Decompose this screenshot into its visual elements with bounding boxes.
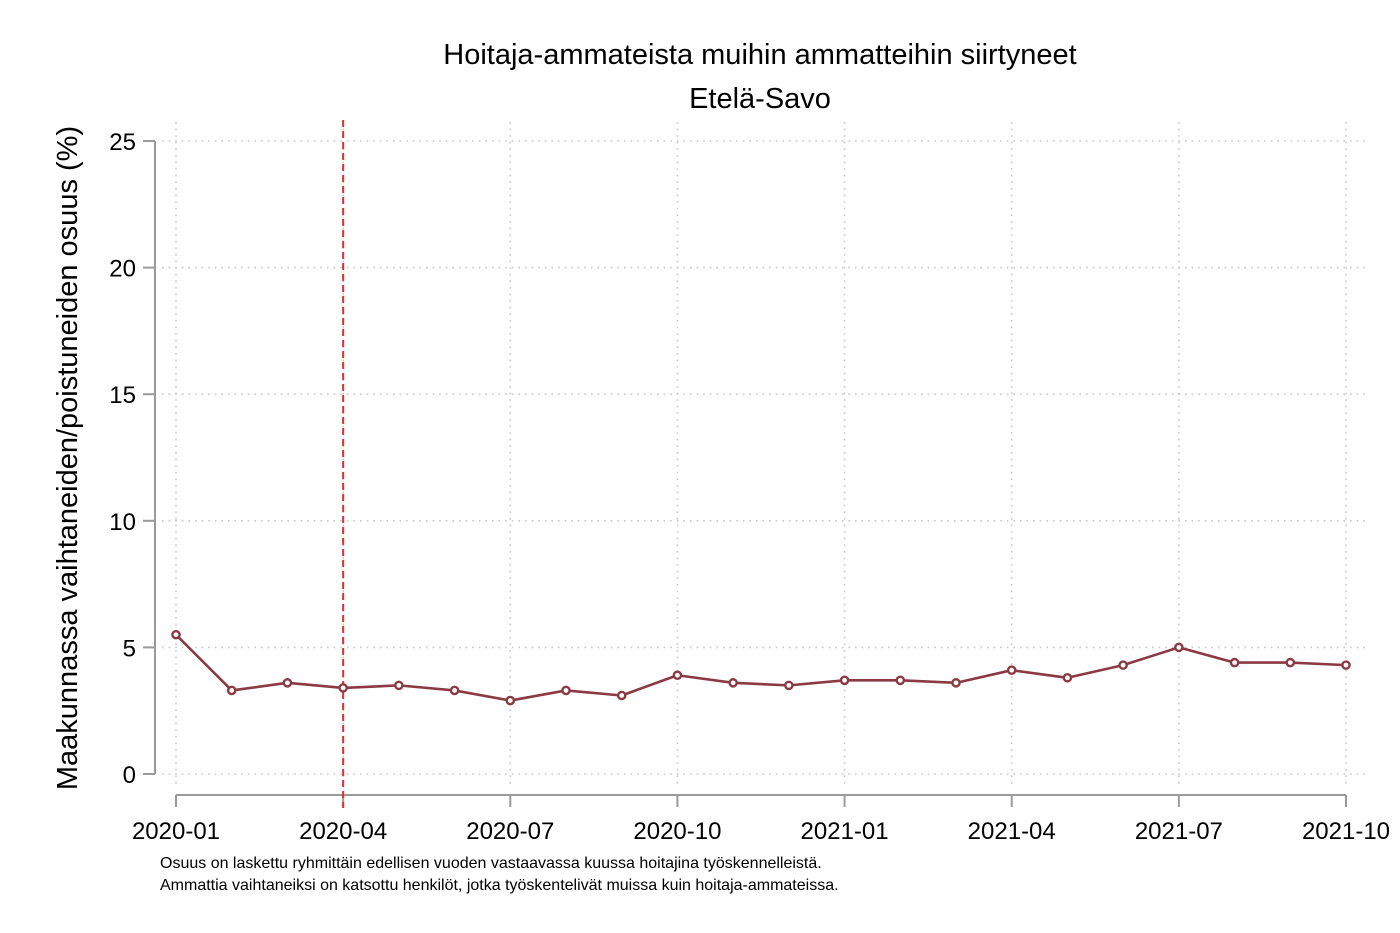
data-point [449, 685, 460, 696]
data-point [561, 685, 571, 696]
data-point [1229, 657, 1240, 668]
data-point [1118, 660, 1128, 670]
y-tick-label: 10 [109, 509, 136, 536]
y-tick-label: 20 [109, 256, 136, 283]
data-point [394, 680, 404, 691]
data-point [895, 675, 906, 686]
data-point [616, 690, 627, 701]
footnote-2: Ammattia vaihtaneiksi on katsottu henkil… [160, 877, 839, 894]
data-point [1285, 657, 1296, 668]
y-tick-label: 0 [123, 762, 136, 789]
series-line [175, 633, 1347, 702]
y-tick-label: 5 [123, 635, 136, 662]
data-point [282, 678, 293, 688]
data-point [839, 675, 850, 686]
footnote-1: Osuus on laskettu ryhmittäin edellisen v… [160, 855, 822, 872]
data-point [338, 683, 348, 693]
data-point [226, 685, 237, 696]
y-tick-labels: 0 5 10 15 20 25 [109, 129, 136, 789]
data-point [1006, 665, 1017, 675]
x-tick-label: 2021-10 [1302, 818, 1390, 845]
chart-subtitle: Etelä-Savo [689, 83, 831, 115]
data-point [1174, 642, 1184, 653]
y-axis-label: Maakunnassa vaihtaneiden/poistuneiden os… [52, 126, 84, 790]
x-tick-label: 2021-01 [801, 818, 889, 845]
data-point [784, 680, 794, 691]
y-tick-label: 25 [109, 129, 136, 156]
x-tick-labels: 2020-01 2020-04 2020-07 2020-10 2021-01 2021-… [132, 818, 1390, 845]
series-group [171, 629, 1351, 706]
x-tick-label: 2020-10 [633, 818, 721, 845]
data-point [1341, 660, 1351, 670]
axes [143, 140, 1347, 807]
data-point [171, 629, 181, 640]
y-tick-label: 15 [109, 382, 136, 409]
data-point [728, 678, 738, 688]
x-tick-label: 2021-04 [968, 818, 1056, 845]
chart-title: Hoitaja-ammateista muihin ammatteihin si… [443, 39, 1076, 71]
x-tick-label: 2020-01 [132, 818, 220, 845]
x-tick-label: 2020-07 [466, 818, 554, 845]
x-tick-label: 2020-04 [299, 818, 387, 845]
data-point [505, 695, 516, 706]
x-tick-label: 2021-07 [1135, 818, 1223, 845]
data-point [1062, 672, 1073, 683]
data-point [672, 670, 683, 681]
data-point [951, 678, 961, 688]
